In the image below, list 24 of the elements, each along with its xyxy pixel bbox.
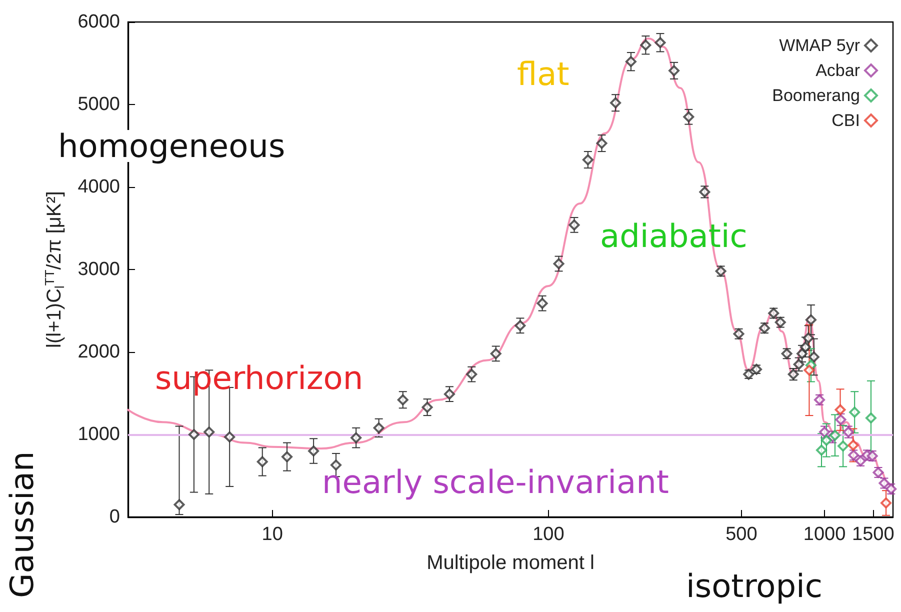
annotation: adiabatic (600, 217, 748, 255)
text: Gaussian (3, 451, 41, 598)
y-tick-label: 4000 (78, 176, 120, 198)
legend-label: CBI (832, 111, 860, 130)
y-tick-label: 2000 (78, 342, 120, 362)
x-tick-label: 10 (262, 524, 283, 545)
text: isotropic (686, 567, 823, 605)
x-tick-label: 1500 (852, 524, 894, 545)
y-tick-label: 1000 (78, 424, 120, 445)
legend-label: WMAP 5yr (779, 36, 860, 55)
legend-label: Boomerang (772, 86, 860, 105)
y-tick-label: 0 (109, 506, 120, 528)
y-tick-label: 3000 (78, 259, 120, 280)
y-tick-label: 5000 (78, 94, 120, 115)
annotation: flat (517, 55, 570, 93)
x-axis-title: Multipole moment l (426, 552, 594, 574)
x-tick-label: 100 (532, 524, 564, 545)
x-tick-label: 1000 (803, 524, 846, 545)
annotation: nearly scale-invariant (322, 463, 669, 501)
y-tick-label: 6000 (78, 12, 120, 32)
y-axis-title: l(l+1)ClTT/2π [μK²] (42, 191, 67, 348)
x-tick-label: 500 (726, 524, 758, 545)
annotation: homogeneous (58, 127, 286, 165)
legend-label: Acbar (816, 61, 860, 80)
